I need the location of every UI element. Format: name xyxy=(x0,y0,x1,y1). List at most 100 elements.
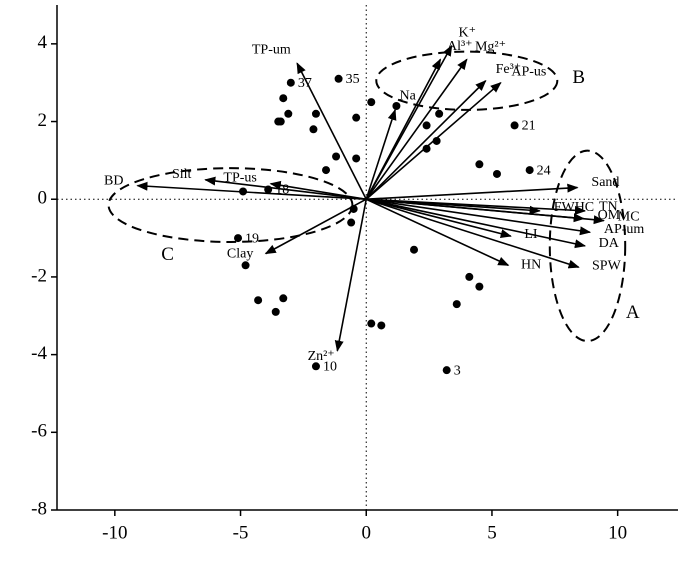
arrow-label: Fe³⁺ xyxy=(496,62,522,77)
sample-point xyxy=(332,152,341,161)
sample-point xyxy=(264,185,273,194)
loading-arrow xyxy=(366,198,587,215)
x-tick-label: -5 xyxy=(233,522,249,543)
sample-point xyxy=(349,204,358,213)
sample-point xyxy=(367,319,376,328)
y-tick-label: 0 xyxy=(38,188,48,209)
y-tick-label: -4 xyxy=(31,343,47,364)
sample-point xyxy=(286,78,295,87)
point-label: 3 xyxy=(454,363,461,378)
arrow-label: LI xyxy=(524,227,538,242)
point-label: 10 xyxy=(323,359,337,374)
arrow-label: AP-um xyxy=(604,222,645,237)
sample-point xyxy=(309,125,318,134)
sample-point xyxy=(475,282,484,291)
arrow-label: Sand xyxy=(591,175,619,190)
y-tick-label: 2 xyxy=(38,110,48,131)
sample-point xyxy=(392,102,401,110)
y-tick-label: -2 xyxy=(31,265,47,286)
sample-point xyxy=(279,294,288,303)
loading-arrow xyxy=(366,198,512,238)
point-label: 19 xyxy=(245,231,259,246)
arrow-label: TP-um xyxy=(252,43,291,58)
group-ellipse xyxy=(107,167,354,243)
sample-point xyxy=(452,300,461,309)
arrow-label: Silt xyxy=(172,167,192,182)
point-label: 24 xyxy=(537,163,551,178)
sample-point xyxy=(234,234,243,243)
arrow-label: Clay xyxy=(227,247,253,262)
sample-point xyxy=(241,261,250,270)
sample-point xyxy=(276,117,285,126)
group-ellipse xyxy=(375,50,559,111)
sample-point xyxy=(334,74,343,83)
x-tick-label: 10 xyxy=(608,522,627,543)
loading-arrow xyxy=(366,183,579,201)
sample-point xyxy=(465,272,474,281)
sample-point xyxy=(322,166,331,175)
arrow-label: BD xyxy=(104,173,123,188)
loading-arrow xyxy=(269,180,367,201)
arrow-label: K⁺ xyxy=(459,25,477,40)
sample-point xyxy=(284,109,293,118)
point-label: 35 xyxy=(346,72,360,87)
loading-arrow xyxy=(136,181,367,201)
arrow-label: Na xyxy=(399,89,416,104)
group-label: A xyxy=(626,302,640,323)
sample-point xyxy=(475,160,484,169)
sample-point xyxy=(352,154,361,163)
arrow-label: OM xyxy=(598,208,621,223)
arrow-label: TN xyxy=(599,200,618,215)
loading-arrow xyxy=(366,198,585,223)
loading-arrow xyxy=(264,198,367,255)
loading-arrow xyxy=(204,176,367,201)
loading-arrow xyxy=(365,198,580,269)
arrow-label: TP-us xyxy=(223,170,256,185)
loading-arrow xyxy=(296,62,367,200)
sample-point xyxy=(377,321,386,330)
x-tick-label: -10 xyxy=(102,522,127,543)
loading-arrow xyxy=(365,79,487,200)
sample-point xyxy=(311,109,320,118)
arrow-label: Mg²⁺ xyxy=(475,39,506,54)
loading-arrow xyxy=(366,198,587,249)
loading-arrow xyxy=(334,199,368,352)
arrow-label: MC xyxy=(618,210,640,225)
point-label: 18 xyxy=(275,183,289,198)
x-tick-label: 5 xyxy=(487,522,497,543)
sample-point xyxy=(410,245,419,254)
x-tick-label: 0 xyxy=(361,522,371,543)
sample-point xyxy=(311,362,320,371)
loading-arrow xyxy=(365,108,397,200)
y-tick-label: 4 xyxy=(38,32,48,53)
point-label: 21 xyxy=(522,119,536,134)
sample-point xyxy=(239,187,248,196)
sample-point xyxy=(510,121,519,130)
sample-point xyxy=(422,144,431,153)
point-label: 37 xyxy=(298,76,312,91)
loading-arrow xyxy=(365,198,510,266)
loading-arrow xyxy=(365,58,468,200)
sample-point xyxy=(254,296,263,305)
sample-point xyxy=(352,113,361,122)
loading-arrow xyxy=(366,198,592,236)
sample-point xyxy=(347,218,356,227)
sample-point xyxy=(422,121,431,130)
loading-arrow xyxy=(365,58,442,200)
arrow-label: Zn²⁺ xyxy=(308,349,335,364)
y-tick-label: -8 xyxy=(31,498,47,519)
arrow-label: FWHC xyxy=(554,200,594,215)
sample-point xyxy=(442,366,451,375)
group-ellipse xyxy=(548,149,627,343)
sample-point xyxy=(279,94,288,103)
arrow-label: SPW xyxy=(592,258,622,273)
group-label: C xyxy=(161,244,174,265)
arrow-label: DA xyxy=(599,236,620,251)
arrow-label: HN xyxy=(521,258,541,273)
group-label: B xyxy=(572,67,585,88)
y-tick-label: -6 xyxy=(31,421,47,442)
arrow-label: Al³⁺ xyxy=(447,39,473,54)
sample-point xyxy=(492,169,501,178)
